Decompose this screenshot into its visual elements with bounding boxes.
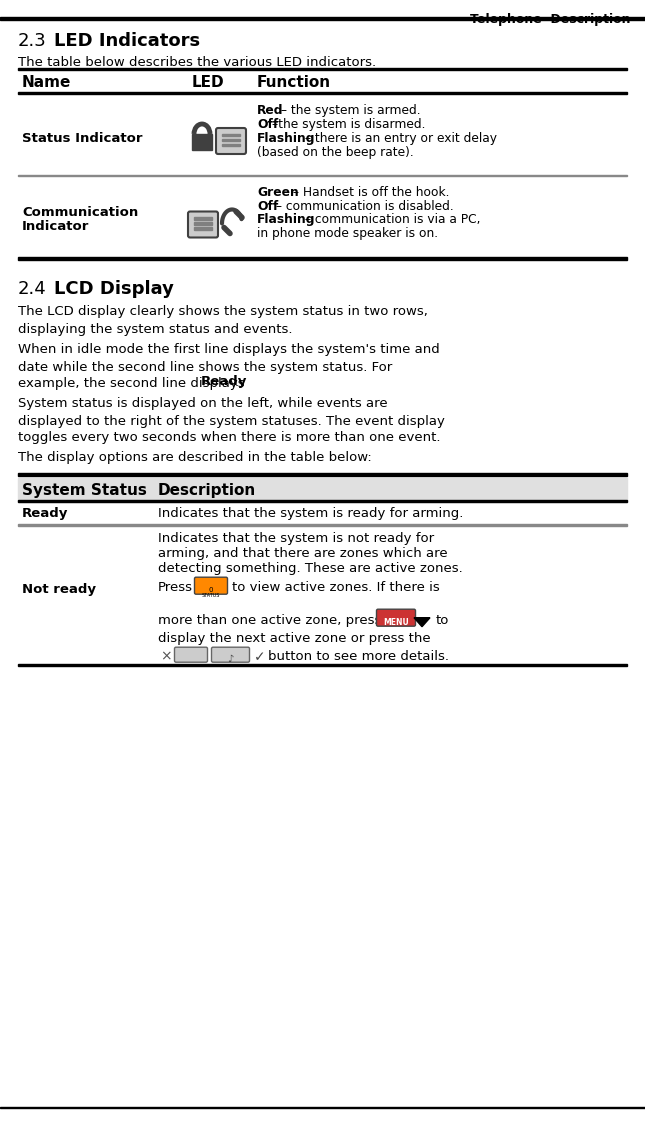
Text: STATUS: STATUS xyxy=(202,592,220,598)
FancyBboxPatch shape xyxy=(212,647,250,662)
Bar xyxy=(222,134,240,136)
Text: more than one active zone, press: more than one active zone, press xyxy=(158,614,381,627)
Bar xyxy=(18,663,627,665)
Text: LCD Display: LCD Display xyxy=(54,280,174,298)
Text: When in idle mode the first line displays the system's time and
date while the s: When in idle mode the first line display… xyxy=(18,344,440,390)
Text: Not ready: Not ready xyxy=(22,582,96,596)
Text: .: . xyxy=(235,375,239,389)
FancyBboxPatch shape xyxy=(188,211,218,237)
Text: Off: Off xyxy=(257,199,278,212)
Bar xyxy=(192,134,212,149)
Text: Status Indicator: Status Indicator xyxy=(22,132,143,145)
Bar xyxy=(0,17,645,18)
Text: Ready: Ready xyxy=(22,508,68,520)
Bar xyxy=(18,473,627,475)
Bar xyxy=(18,257,627,260)
Bar xyxy=(222,144,240,146)
Text: Press: Press xyxy=(158,581,193,593)
Bar xyxy=(18,499,627,501)
Text: System Status: System Status xyxy=(22,482,147,498)
Text: LED: LED xyxy=(192,75,224,90)
Text: System status is displayed on the left, while events are
displayed to the right : System status is displayed on the left, … xyxy=(18,398,445,444)
Text: The table below describes the various LED indicators.: The table below describes the various LE… xyxy=(18,56,376,69)
FancyBboxPatch shape xyxy=(216,128,246,154)
Text: –the system is disarmed.: –the system is disarmed. xyxy=(272,118,426,132)
Bar xyxy=(194,223,212,225)
Text: MENU: MENU xyxy=(383,618,409,627)
Text: arming, and that there are zones which are: arming, and that there are zones which a… xyxy=(158,546,448,560)
Bar xyxy=(194,217,212,219)
Text: LED Indicators: LED Indicators xyxy=(54,31,200,49)
Text: ×: × xyxy=(160,650,172,663)
Text: – communication is disabled.: – communication is disabled. xyxy=(272,199,453,212)
Text: – there is an entry or exit delay: – there is an entry or exit delay xyxy=(301,132,497,145)
FancyBboxPatch shape xyxy=(195,578,228,595)
Bar xyxy=(18,92,627,94)
Text: – Handset is off the hook.: – Handset is off the hook. xyxy=(289,185,450,199)
Bar xyxy=(194,227,212,229)
Text: (based on the beep rate).: (based on the beep rate). xyxy=(257,146,413,158)
FancyBboxPatch shape xyxy=(175,647,208,662)
Text: Indicates that the system is ready for arming.: Indicates that the system is ready for a… xyxy=(158,508,463,520)
Text: button to see more details.: button to see more details. xyxy=(268,650,449,663)
Bar xyxy=(0,1106,645,1108)
Text: Description: Description xyxy=(158,482,256,498)
Text: Indicator: Indicator xyxy=(22,219,90,233)
Text: The LCD display clearly shows the system status in two rows,
displaying the syst: The LCD display clearly shows the system… xyxy=(18,306,428,335)
Text: – communication is via a PC,: – communication is via a PC, xyxy=(301,214,481,227)
Text: ♪: ♪ xyxy=(227,654,233,663)
Text: detecting something. These are active zones.: detecting something. These are active zo… xyxy=(158,562,462,574)
Text: Telephone  Description: Telephone Description xyxy=(470,13,630,26)
Bar xyxy=(18,524,627,526)
Text: 0: 0 xyxy=(209,587,213,592)
Text: display the next active zone or press the: display the next active zone or press th… xyxy=(158,632,431,645)
Text: Communication: Communication xyxy=(22,206,138,218)
Text: Flashing: Flashing xyxy=(257,214,315,227)
Bar xyxy=(0,18,645,20)
Bar xyxy=(18,67,627,70)
Text: Name: Name xyxy=(22,75,72,90)
Text: – the system is armed.: – the system is armed. xyxy=(277,105,421,117)
Text: to view active zones. If there is: to view active zones. If there is xyxy=(232,581,440,593)
Text: Green: Green xyxy=(257,185,299,199)
Text: The display options are described in the table below:: The display options are described in the… xyxy=(18,452,372,464)
Text: Ready: Ready xyxy=(201,375,247,389)
Text: ✓: ✓ xyxy=(254,650,266,663)
FancyBboxPatch shape xyxy=(377,609,415,626)
Text: 2.4: 2.4 xyxy=(18,280,46,298)
Text: Indicates that the system is not ready for: Indicates that the system is not ready f… xyxy=(158,532,434,545)
Bar xyxy=(18,174,627,176)
Text: Off: Off xyxy=(257,118,278,132)
Text: Function: Function xyxy=(257,75,331,90)
Polygon shape xyxy=(414,618,430,627)
Bar xyxy=(222,138,240,140)
Bar xyxy=(18,478,627,501)
Text: Red: Red xyxy=(257,105,284,117)
Text: to: to xyxy=(436,614,450,627)
Text: Flashing: Flashing xyxy=(257,132,315,145)
Text: 2.3: 2.3 xyxy=(18,31,46,49)
Text: in phone mode speaker is on.: in phone mode speaker is on. xyxy=(257,227,438,241)
